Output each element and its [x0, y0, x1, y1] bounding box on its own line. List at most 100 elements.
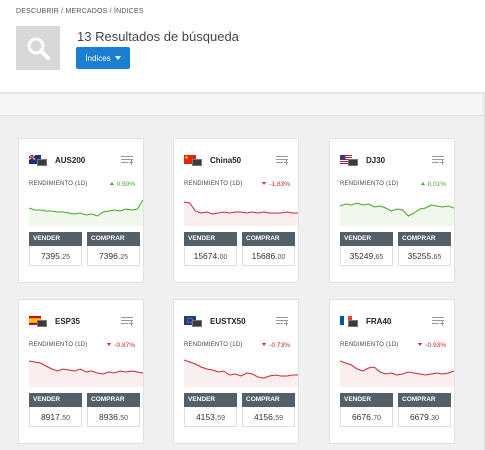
breadcrumb-discover[interactable]: DESCUBRIR: [16, 8, 60, 15]
sell-button[interactable]: VENDER: [340, 393, 393, 407]
buy-price-main: 8936.: [98, 412, 121, 422]
instrument-card[interactable]: DJ30 RENDIMIENTO (1D) 0.01% VENDER COMPR…: [329, 138, 455, 283]
add-to-watchlist-icon[interactable]: [121, 316, 133, 326]
performance-change: -0.73%: [269, 342, 290, 349]
buy-price-decimals: 00: [277, 254, 286, 261]
sell-price-decimals: 50: [62, 415, 71, 422]
instrument-type-icon: [348, 159, 358, 166]
buy-button[interactable]: COMPRAR: [242, 232, 295, 246]
sparkline-line: [184, 359, 298, 379]
buy-price[interactable]: 15686.00: [242, 246, 295, 266]
instrument-symbol[interactable]: AUS200: [55, 156, 86, 165]
sell-button[interactable]: VENDER: [29, 393, 82, 407]
arrow-up-icon: [420, 182, 425, 185]
buy-price-decimals: 65: [433, 254, 442, 261]
filter-dropdown-button[interactable]: Índices: [76, 47, 130, 69]
sell-button[interactable]: VENDER: [29, 232, 82, 246]
add-to-watchlist-icon[interactable]: [432, 316, 444, 326]
performance-value: -0.73%: [262, 342, 290, 349]
sparkline-chart: [340, 202, 454, 226]
add-to-watchlist-icon[interactable]: [432, 155, 444, 165]
sell-button[interactable]: VENDER: [184, 232, 237, 246]
sparkline-line: [29, 360, 143, 375]
buy-price-main: 7396.: [98, 251, 121, 261]
performance-value: -0.93%: [418, 342, 446, 349]
performance-label: RENDIMIENTO (1D): [184, 342, 243, 348]
sell-price-main: 4153.: [195, 412, 218, 422]
instrument-card[interactable]: FRA40 RENDIMIENTO (1D) -0.93% VENDER COM…: [329, 299, 455, 444]
sell-price[interactable]: 8917.50: [29, 407, 82, 427]
arrow-up-icon: [109, 182, 114, 185]
sell-price[interactable]: 6676.70: [340, 407, 393, 427]
grid-toolbar-band: [0, 94, 485, 116]
add-to-watchlist-icon[interactable]: [276, 155, 288, 165]
instrument-type-icon: [348, 320, 358, 327]
buy-button[interactable]: COMPRAR: [242, 393, 295, 407]
instrument-card[interactable]: AUS200 RENDIMIENTO (1D) 0.50% VENDER COM…: [18, 138, 144, 283]
performance-change: -0.93%: [425, 342, 446, 349]
instrument-symbol[interactable]: DJ30: [366, 156, 386, 165]
breadcrumb-indices[interactable]: ÍNDICES: [113, 8, 144, 15]
performance-value: -0.87%: [107, 342, 135, 349]
sell-price-decimals: 59: [217, 415, 226, 422]
breadcrumb-markets[interactable]: MERCADOS: [65, 8, 108, 15]
sparkline-area: [29, 361, 143, 387]
buy-price[interactable]: 6679.30: [398, 407, 451, 427]
sparkline-area: [340, 203, 454, 226]
buy-price-decimals: 50: [120, 415, 129, 422]
spain-flag-icon: [29, 316, 41, 325]
sell-price[interactable]: 4153.59: [184, 407, 237, 427]
sell-price[interactable]: 7395.25: [29, 246, 82, 266]
scrollbar[interactable]: [483, 93, 485, 450]
performance-label: RENDIMIENTO (1D): [340, 342, 399, 348]
buy-price[interactable]: 35255.65: [398, 246, 451, 266]
sell-price[interactable]: 35249.65: [340, 246, 393, 266]
instrument-symbol[interactable]: FRA40: [366, 317, 392, 326]
performance-value: 0.50%: [109, 181, 135, 188]
instrument-card[interactable]: EUSTX50 RENDIMIENTO (1D) -0.73% VENDER C…: [173, 299, 299, 444]
instrument-type-icon: [192, 320, 202, 327]
sparkline-line: [184, 201, 298, 215]
instrument-symbol[interactable]: EUSTX50: [210, 317, 246, 326]
performance-change: -1.83%: [269, 181, 290, 188]
sparkline-line: [29, 199, 143, 217]
china-flag-icon: [184, 155, 196, 164]
sell-price[interactable]: 15674.00: [184, 246, 237, 266]
buy-button[interactable]: COMPRAR: [87, 232, 140, 246]
instrument-symbol[interactable]: ESP35: [55, 317, 80, 326]
sell-price-decimals: 70: [373, 415, 382, 422]
add-to-watchlist-icon[interactable]: [276, 316, 288, 326]
arrow-down-icon: [262, 182, 267, 185]
page-header: DESCUBRIR / MERCADOS / ÍNDICES 13 Result…: [0, 0, 485, 93]
buy-price[interactable]: 4156.59: [242, 407, 295, 427]
instrument-card[interactable]: ESP35 RENDIMIENTO (1D) -0.87% VENDER COM…: [18, 299, 144, 444]
sparkline-chart: [184, 359, 298, 387]
usa-flag-icon: [340, 155, 352, 164]
sell-price-main: 6676.: [351, 412, 374, 422]
buy-price-decimals: 30: [431, 415, 440, 422]
sell-price-decimals: 65: [375, 254, 384, 261]
performance-label: RENDIMIENTO (1D): [184, 181, 243, 187]
buy-button[interactable]: COMPRAR: [87, 393, 140, 407]
instrument-type-icon: [37, 320, 47, 327]
arrow-down-icon: [418, 343, 423, 346]
buy-price[interactable]: 7396.25: [87, 246, 140, 266]
sparkline-area: [184, 202, 298, 226]
buy-button[interactable]: COMPRAR: [398, 393, 451, 407]
instrument-card[interactable]: China50 RENDIMIENTO (1D) -1.83% VENDER C…: [173, 138, 299, 283]
search-icon: [27, 37, 50, 60]
sparkline-chart: [340, 360, 454, 387]
sell-price-main: 7395.: [40, 251, 63, 261]
sell-button[interactable]: VENDER: [340, 232, 393, 246]
performance-label: RENDIMIENTO (1D): [29, 181, 88, 187]
sell-button[interactable]: VENDER: [184, 393, 237, 407]
performance-value: -1.83%: [262, 181, 290, 188]
add-to-watchlist-icon[interactable]: [121, 155, 133, 165]
arrow-down-icon: [262, 343, 267, 346]
sell-price-main: 8917.: [40, 412, 63, 422]
buy-button[interactable]: COMPRAR: [398, 232, 451, 246]
sparkline-line: [340, 202, 454, 217]
performance-label: RENDIMIENTO (1D): [29, 342, 88, 348]
buy-price[interactable]: 8936.50: [87, 407, 140, 427]
instrument-symbol[interactable]: China50: [210, 156, 242, 165]
